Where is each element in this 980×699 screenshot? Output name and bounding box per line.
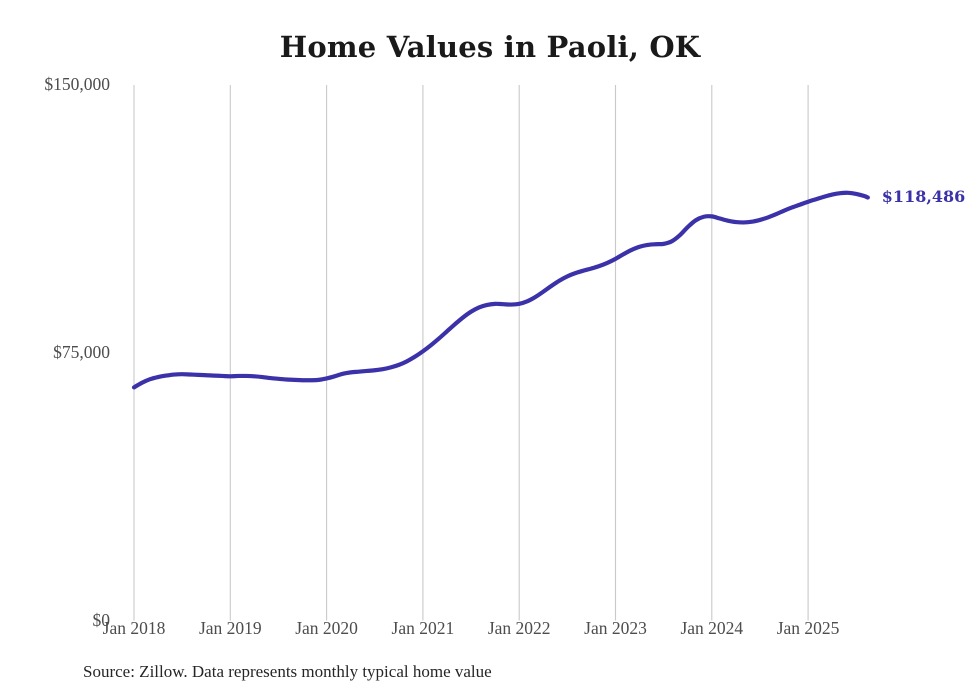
data-series-line bbox=[131, 190, 870, 390]
x-axis-tick-label: Jan 2018 bbox=[102, 618, 166, 638]
x-axis-tick-label: Jan 2022 bbox=[487, 618, 551, 638]
x-axis-tick-label: Jan 2025 bbox=[776, 618, 840, 638]
end-value-label: $118,486 bbox=[881, 186, 966, 206]
chart-title: Home Values in Paoli, OK bbox=[279, 30, 701, 64]
x-axis-tick-label: Jan 2021 bbox=[391, 618, 455, 638]
x-axis-tick-label: Jan 2019 bbox=[198, 618, 262, 638]
y-axis-tick-label: $150,000 bbox=[44, 74, 110, 94]
y-axis-tick-label: $75,000 bbox=[53, 341, 110, 362]
x-axis-tick-label: Jan 2023 bbox=[584, 618, 647, 638]
source-note: Source: Zillow. Data represents monthly … bbox=[83, 662, 492, 681]
gridlines bbox=[133, 85, 809, 621]
x-axis-tick-label: Jan 2020 bbox=[295, 618, 358, 638]
y-axis-tick-label: $0 bbox=[92, 609, 111, 630]
x-axis-tick-label: Jan 2024 bbox=[680, 618, 744, 638]
